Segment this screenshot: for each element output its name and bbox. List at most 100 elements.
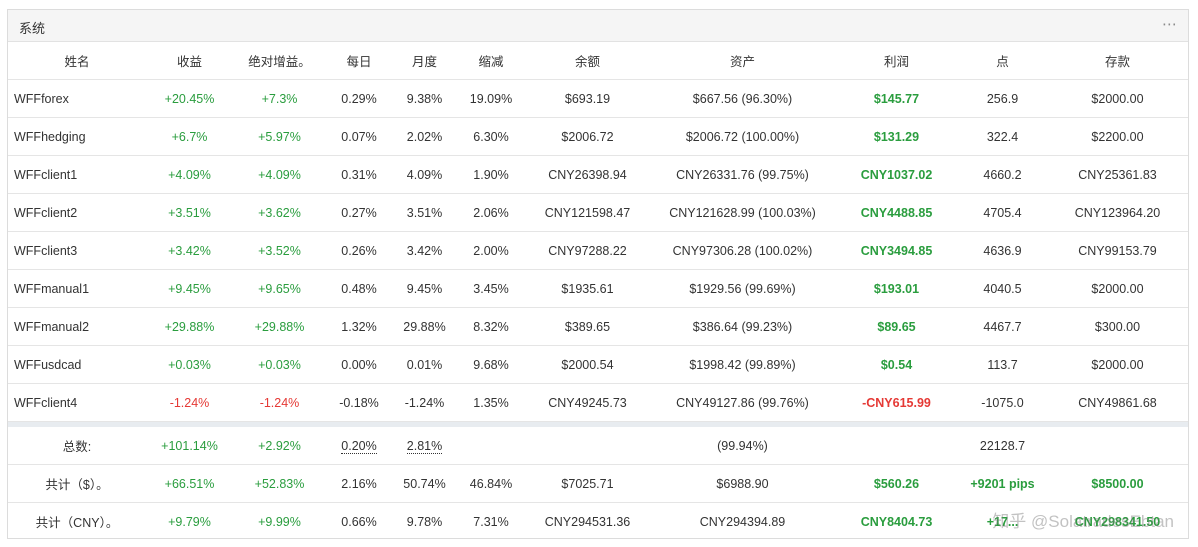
cell-abs-gain: +29.88% [233, 307, 326, 346]
totals-label: 共计（$）。 [8, 464, 146, 503]
column-header-daily[interactable]: 每日 [326, 42, 392, 80]
systems-table: 姓名 收益 绝对增益。 每日 月度 缩减 余额 资产 利润点存款 WFFforex +20.45%… [8, 42, 1188, 540]
cell-drawdown: 2.00% [457, 231, 525, 270]
table-row[interactable]: WFFclient3 +3.42% +3.52% 0.26% 3.42% 2.00% CNY… [8, 231, 1188, 270]
cell-monthly: -1.24% [392, 383, 457, 422]
total-daily-value[interactable]: 0.20% [341, 438, 377, 454]
cell-daily: 0.26% [326, 231, 392, 270]
cell-monthly: 0.01% [392, 345, 457, 384]
table-row[interactable]: WFFusdcad +0.03% +0.03% 0.00% 0.01% 9.68% $200… [8, 345, 1188, 384]
total-deposits: CNY298341.50 [1074, 514, 1161, 529]
total-monthly: 2.81% [392, 427, 457, 465]
total-gain: +101.14% [146, 427, 233, 465]
column-header-equity[interactable]: 资产 [650, 42, 835, 80]
totals-separator [8, 421, 1188, 427]
cell-deposits: $300.00 [1047, 307, 1188, 346]
cell-deposits: CNY123964.20 [1047, 193, 1188, 232]
total-deposits [1047, 427, 1188, 465]
column-header-monthly[interactable]: 月度 [392, 42, 457, 80]
system-name-link[interactable]: WFFforex [8, 79, 146, 118]
cell-gain: -1.24% [146, 383, 233, 422]
cell-deposits: CNY99153.79 [1047, 231, 1188, 270]
cell-pips: -1075.0 [958, 383, 1047, 422]
cell-gain: +29.88% [146, 307, 233, 346]
cell-balance: $2000.54 [525, 345, 650, 384]
total-daily: 0.20% [326, 427, 392, 465]
system-name-link[interactable]: WFFmanual2 [8, 307, 146, 346]
column-header-abs-gain[interactable]: 绝对增益。 [233, 42, 326, 80]
column-header-name[interactable]: 姓名 [8, 42, 146, 80]
cell-drawdown: 2.06% [457, 193, 525, 232]
cell-equity: CNY49127.86 (99.76%) [650, 383, 835, 422]
total-monthly-value[interactable]: 2.81% [406, 438, 443, 454]
cell-balance: $2006.72 [525, 117, 650, 156]
cell-profit: $89.65 [835, 307, 958, 346]
system-name-link[interactable]: WFFusdcad [8, 345, 146, 384]
total-drawdown: 46.84% [457, 464, 525, 503]
table-row[interactable]: WFFclient2 +3.51% +3.62% 0.27% 3.51% 2.06% CNY… [8, 193, 1188, 232]
cell-drawdown: 9.68% [457, 345, 525, 384]
cell-profit: $193.01 [835, 269, 958, 308]
cell-balance: CNY26398.94 [525, 155, 650, 194]
cell-daily: 0.00% [326, 345, 392, 384]
table-row[interactable]: WFFmanual2 +29.88% +29.88% 1.32% 29.88% 8.32%… [8, 307, 1188, 346]
cell-equity: $667.56 (96.30%) [650, 79, 835, 118]
cell-equity: CNY26331.76 (99.75%) [650, 155, 835, 194]
cell-monthly: 9.45% [392, 269, 457, 308]
total-drawdown: 7.31% [473, 514, 509, 529]
cell-balance: $693.19 [525, 79, 650, 118]
cell-pips: 4660.2 [958, 155, 1047, 194]
total-balance: CNY294531.36 [544, 514, 631, 529]
cell-balance: CNY121598.47 [525, 193, 650, 232]
total-balance [525, 427, 650, 465]
cell-drawdown: 6.30% [457, 117, 525, 156]
column-header-drawdown[interactable]: 缩减 [457, 42, 525, 80]
column-header-balance[interactable]: 余额 [525, 42, 650, 80]
cell-profit: CNY3494.85 [835, 231, 958, 270]
cell-abs-gain: +3.62% [233, 193, 326, 232]
column-header-deposits[interactable]: 存款 [1047, 42, 1188, 80]
system-name-link[interactable]: WFFclient4 [8, 383, 146, 422]
cell-abs-gain: +9.65% [233, 269, 326, 308]
total-pips: 22128.7 [958, 427, 1047, 465]
cell-monthly: 3.51% [392, 193, 457, 232]
systems-panel: 系统 ⋯ 姓名 收益 绝对增益。 每日 月度 缩减 余额 资产 利润点存款 WFFforex +2… [7, 9, 1189, 539]
cell-daily: 0.27% [326, 193, 392, 232]
column-header-gain[interactable]: 收益 [146, 42, 233, 80]
cell-equity: $1929.56 (99.69%) [650, 269, 835, 308]
total-profit: $560.26 [835, 464, 958, 503]
system-name-link[interactable]: WFFhedging [8, 117, 146, 156]
cell-monthly: 29.88% [392, 307, 457, 346]
table-header: 姓名 收益 绝对增益。 每日 月度 缩减 余额 资产 利润点存款 [8, 42, 1188, 80]
cell-monthly: 2.02% [392, 117, 457, 156]
cell-profit: $131.29 [835, 117, 958, 156]
table-row[interactable]: WFFforex +20.45% +7.3% 0.29% 9.38% 19.09% $693… [8, 79, 1188, 118]
table-row[interactable]: WFFclient1 +4.09% +4.09% 0.31% 4.09% 1.90% CNY… [8, 155, 1188, 194]
cell-daily: 1.32% [326, 307, 392, 346]
system-name-link[interactable]: WFFclient1 [8, 155, 146, 194]
total-abs-gain: +52.83% [233, 464, 326, 503]
cell-daily: 0.48% [326, 269, 392, 308]
cell-profit: CNY4488.85 [835, 193, 958, 232]
cell-abs-gain: +5.97% [233, 117, 326, 156]
total-pips: +17... [986, 514, 1019, 529]
cell-equity: CNY121628.99 (100.03%) [650, 193, 835, 232]
table-row[interactable]: WFFhedging +6.7% +5.97% 0.07% 2.02% 6.30% $200… [8, 117, 1188, 156]
system-name-link[interactable]: WFFclient2 [8, 193, 146, 232]
cell-gain: +6.7% [146, 117, 233, 156]
system-name-link[interactable]: WFFmanual1 [8, 269, 146, 308]
cell-gain: +20.45% [146, 79, 233, 118]
table-row[interactable]: WFFclient4 -1.24% -1.24% -0.18% -1.24% 1.35% C… [8, 383, 1188, 422]
cell-deposits: $2200.00 [1047, 117, 1188, 156]
total-drawdown [457, 427, 525, 465]
column-header-pips[interactable]: 点 [958, 42, 1047, 80]
total-gain: +9.79% [168, 514, 211, 529]
panel-header: 系统 ⋯ [8, 10, 1188, 42]
system-name-link[interactable]: WFFclient3 [8, 231, 146, 270]
cell-deposits: $2000.00 [1047, 269, 1188, 308]
more-options-icon[interactable]: ⋯ [1162, 16, 1178, 33]
cell-drawdown: 1.35% [457, 383, 525, 422]
table-row[interactable]: WFFmanual1 +9.45% +9.65% 0.48% 9.45% 3.45% $19… [8, 269, 1188, 308]
column-header-profit[interactable]: 利润 [835, 42, 958, 80]
cell-daily: -0.18% [326, 383, 392, 422]
